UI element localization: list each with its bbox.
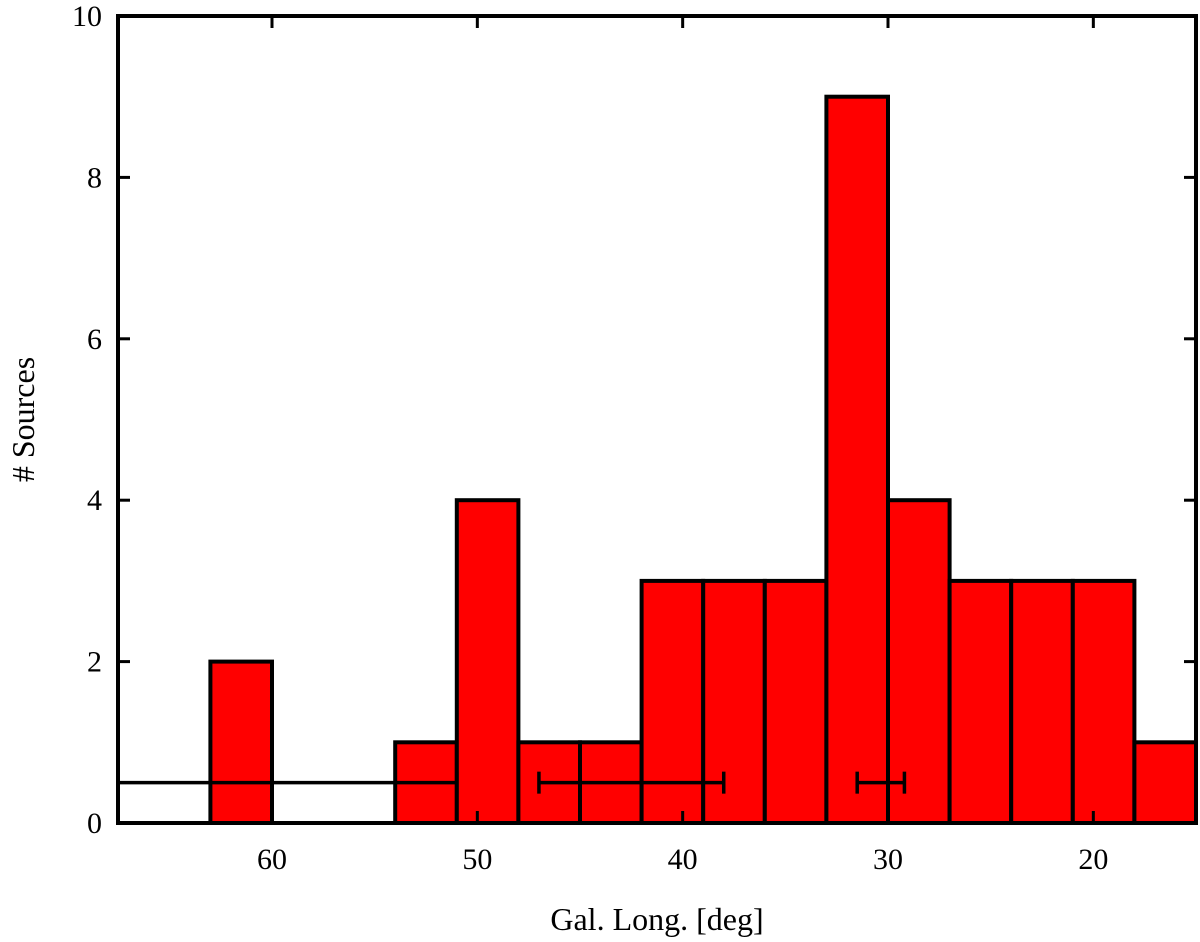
x-axis-title: Gal. Long. [deg] — [550, 901, 763, 937]
histogram-bar — [1132, 740, 1199, 825]
y-tick-label: 2 — [87, 646, 102, 679]
tick-labels-layer: 60 50 40 30 20 0 2 4 6 8 10 — [72, 0, 1108, 876]
histogram-bar — [701, 578, 767, 826]
histogram-bar — [886, 498, 952, 825]
histogram-bar — [762, 578, 829, 826]
x-tick-label: 30 — [873, 843, 903, 876]
y-axis-title: # Sources — [5, 357, 41, 482]
y-tick-label: 8 — [87, 161, 102, 194]
histogram-bar — [454, 498, 521, 825]
ticks-layer — [118, 16, 1196, 823]
error-bar — [118, 771, 459, 794]
x-tick-label: 60 — [257, 843, 287, 876]
y-tick-label: 10 — [72, 0, 102, 33]
error-bar — [855, 771, 907, 794]
histogram-bar — [1070, 578, 1137, 826]
y-tick-label: 6 — [87, 323, 102, 356]
y-tick-label: 4 — [87, 484, 102, 517]
histogram-bar — [639, 578, 706, 826]
bars-layer — [208, 94, 1199, 826]
x-tick-label: 50 — [462, 843, 492, 876]
plot-frame — [116, 14, 1198, 825]
error-bars-layer — [118, 771, 907, 794]
y-tick-label: 0 — [87, 807, 102, 840]
histogram-bar — [947, 578, 1014, 826]
histogram-bar — [1009, 578, 1075, 826]
x-tick-label: 20 — [1078, 843, 1108, 876]
x-tick-label: 40 — [668, 843, 698, 876]
histogram-bar — [208, 659, 274, 825]
error-bar — [537, 771, 726, 794]
histogram-bar — [824, 94, 891, 825]
